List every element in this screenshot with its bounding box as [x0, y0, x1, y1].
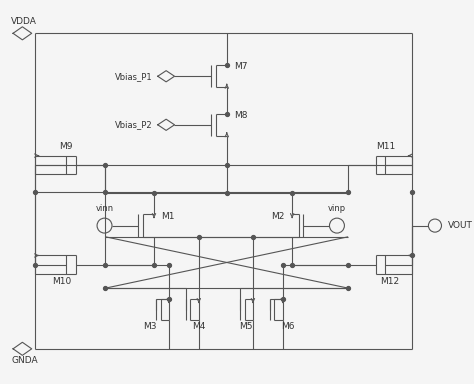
Text: M10: M10 [52, 277, 71, 286]
Text: M11: M11 [376, 142, 395, 151]
Text: M2: M2 [271, 212, 285, 221]
Text: M7: M7 [234, 63, 248, 71]
Text: Vbias_P1: Vbias_P1 [116, 72, 153, 81]
Text: vinp: vinp [328, 204, 346, 213]
Text: M12: M12 [381, 277, 400, 286]
Text: VDDA: VDDA [11, 17, 37, 26]
Text: VOUT: VOUT [448, 221, 473, 230]
Text: vinn: vinn [95, 204, 114, 213]
Text: M9: M9 [60, 142, 73, 151]
Text: M4: M4 [192, 322, 206, 331]
Text: M8: M8 [234, 111, 248, 120]
Text: M6: M6 [281, 322, 294, 331]
Text: M1: M1 [162, 212, 175, 221]
Text: M5: M5 [239, 322, 252, 331]
Text: GNDA: GNDA [11, 356, 38, 366]
Text: M3: M3 [144, 322, 157, 331]
Text: Vbias_P2: Vbias_P2 [116, 120, 153, 129]
